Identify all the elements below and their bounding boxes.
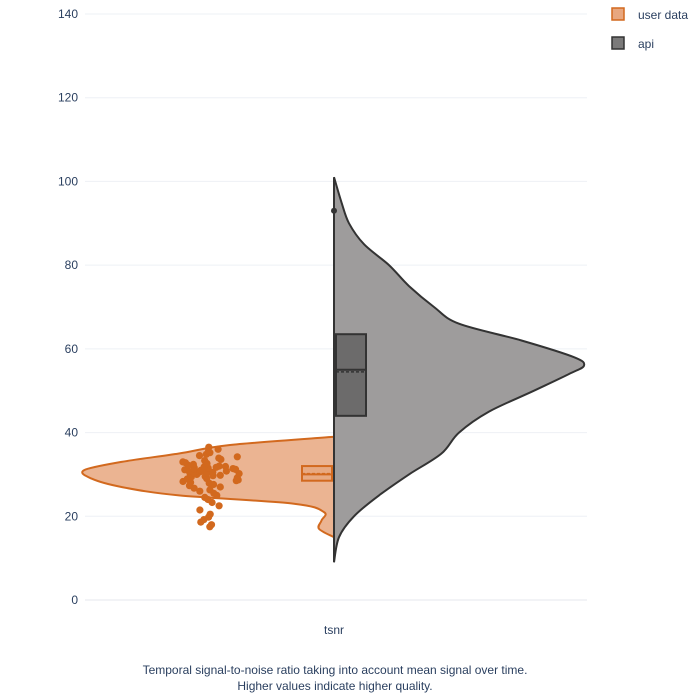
legend-swatch-user-data — [611, 7, 625, 21]
data-point[interactable] — [196, 487, 204, 495]
y-tick-label: 40 — [65, 426, 79, 440]
legend-item-user-data[interactable]: user data — [611, 7, 688, 22]
data-point[interactable] — [206, 486, 214, 494]
x-tick-label: tsnr — [324, 623, 344, 637]
data-point[interactable] — [216, 471, 224, 479]
legend: user data api — [611, 7, 688, 51]
y-tick-label: 20 — [65, 509, 79, 523]
y-tick-label: 140 — [58, 7, 78, 21]
caption-line-2: Higher values indicate higher quality. — [237, 679, 433, 693]
violin-plots — [81, 176, 586, 563]
data-point[interactable] — [215, 502, 223, 510]
data-point[interactable] — [195, 452, 204, 460]
legend-swatch-api — [611, 36, 625, 50]
data-point[interactable] — [215, 462, 223, 470]
data-point[interactable] — [233, 453, 241, 461]
data-point[interactable] — [201, 493, 209, 501]
outlier-point[interactable] — [331, 207, 337, 214]
box-api[interactable] — [335, 333, 367, 417]
data-point[interactable] — [206, 510, 214, 518]
legend-label-user-data: user data — [638, 8, 688, 22]
data-point[interactable] — [229, 465, 237, 473]
data-point[interactable] — [189, 460, 197, 468]
legend-item-api[interactable]: api — [611, 36, 654, 51]
y-tick-label: 60 — [65, 342, 79, 356]
caption-line-1: Temporal signal-to-noise ratio taking in… — [142, 663, 528, 677]
data-point[interactable] — [205, 443, 213, 451]
data-point[interactable] — [196, 506, 204, 514]
data-point[interactable] — [201, 457, 209, 465]
data-point[interactable] — [214, 445, 222, 453]
data-point[interactable] — [207, 521, 216, 529]
y-tick-label: 100 — [58, 174, 78, 188]
violin-api[interactable] — [333, 176, 586, 563]
legend-label-api: api — [638, 37, 654, 51]
data-point[interactable] — [179, 458, 187, 466]
y-tick-label: 120 — [58, 91, 78, 105]
y-axis-ticks: 0 20 40 60 80 100 120 140 — [58, 7, 78, 607]
chart-caption: Temporal signal-to-noise ratio taking in… — [0, 662, 670, 694]
data-point[interactable] — [216, 483, 224, 491]
y-tick-label: 0 — [71, 593, 78, 607]
data-point[interactable] — [221, 462, 230, 471]
y-tick-label: 80 — [65, 258, 79, 272]
data-point[interactable] — [215, 454, 223, 462]
